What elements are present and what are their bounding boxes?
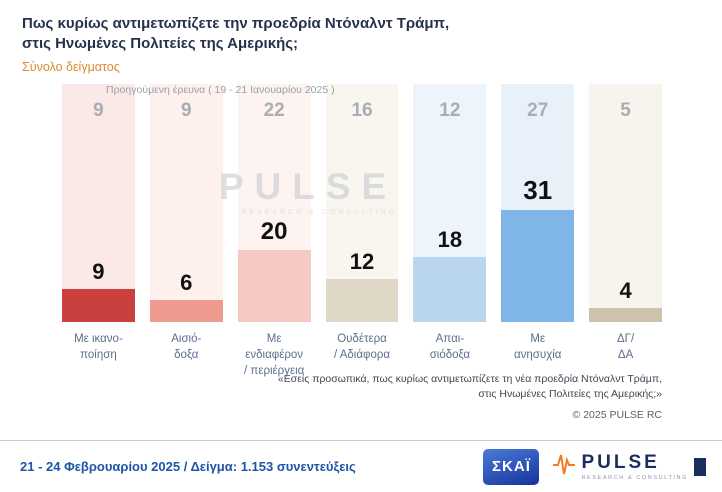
pulse-logo: PULSE RESEARCH & CONSULTING — [553, 451, 706, 482]
chart-column: 16 12 Ουδέτερα / Αδιάφορα — [325, 83, 399, 379]
column-background: 9 6 — [149, 83, 223, 322]
column-background: 16 12 — [325, 83, 399, 322]
chart-title: Πως κυρίως αντιμετωπίζετε την προεδρία Ν… — [22, 15, 450, 53]
footnote-line2: στις Ηνωμένες Πολιτείες της Αμερικής;» — [478, 388, 662, 401]
pulse-logo-caption: RESEARCH & CONSULTING — [581, 474, 688, 481]
column-background: 22 20 — [237, 83, 311, 322]
bar — [413, 256, 487, 322]
pulse-logo-block — [694, 457, 706, 476]
bar — [589, 307, 663, 322]
spacer — [0, 421, 722, 440]
category-label: Με ενδιαφέρον / περιέργεια — [244, 332, 305, 377]
column-background: 9 9 — [62, 83, 135, 322]
column-background: 5 4 — [589, 83, 663, 322]
pulse-waveform-icon — [553, 451, 576, 482]
category-label: ΔΓ/ ΔΑ — [616, 332, 635, 361]
category-label: Ουδέτερα / Αδιάφορα — [333, 332, 391, 361]
footnote: «Εσείς προσωπικά, πως κυρίως αντιμετωπίζ… — [0, 372, 662, 422]
footer-bar: 21 - 24 Φεβρουαρίου 2025 / Δείγμα: 1.153… — [0, 440, 722, 492]
bar-chart: Προηγούμενη έρευνα ( 19 - 21 Ιανουαρίου … — [62, 83, 663, 377]
previous-value: 5 — [620, 99, 631, 121]
category-label: Απαι- σιόδοξα — [429, 332, 471, 361]
pulse-logo-text: PULSE — [581, 451, 660, 473]
previous-value: 9 — [93, 99, 104, 121]
chart-column: 22 20 Με ενδιαφέρον / περιέργεια — [237, 83, 311, 379]
pulse-logo-text-group: PULSE RESEARCH & CONSULTING — [581, 453, 688, 481]
bar — [501, 209, 575, 322]
previous-survey-label: Προηγούμενη έρευνα ( 19 - 21 Ιανουαρίου … — [106, 83, 335, 96]
footnote-line1: «Εσείς προσωπικά, πως κυρίως αντιμετωπίζ… — [277, 372, 662, 385]
previous-value: 27 — [527, 99, 549, 121]
bar — [149, 299, 223, 322]
chart-column: 12 18 Απαι- σιόδοξα — [413, 83, 487, 379]
current-value: 4 — [619, 277, 632, 303]
chart-column: 27 31 Με ανησυχία — [501, 83, 575, 379]
current-value: 12 — [349, 248, 375, 274]
category-label: Με ικανο- ποίηση — [74, 332, 123, 361]
current-value: 9 — [92, 258, 105, 284]
current-value: 31 — [523, 174, 553, 205]
previous-value: 9 — [181, 99, 192, 121]
current-value: 20 — [260, 217, 288, 245]
logos: ΣΚΑΪ PULSE RESEARCH & CONSULTING — [483, 448, 706, 485]
chart-column: 9 9 Με ικανο- ποίηση — [62, 83, 135, 379]
previous-value: 16 — [351, 99, 373, 121]
skai-logo: ΣΚΑΪ — [483, 448, 540, 485]
bar — [325, 278, 399, 322]
header: Πως κυρίως αντιμετωπίζετε την προεδρία Ν… — [0, 0, 722, 74]
category-label: Με ανησυχία — [514, 332, 562, 361]
column-background: 12 18 — [413, 83, 487, 322]
copyright: © 2025 PULSE RC — [572, 409, 662, 421]
previous-value: 22 — [263, 99, 285, 121]
chart-columns: 9 9 Με ικανο- ποίηση 9 6 Αισιό- δοξα 22 … — [62, 83, 663, 379]
fieldwork-text: 21 - 24 Φεβρουαρίου 2025 / Δείγμα: 1.153… — [20, 459, 356, 474]
chart-subtitle: Σύνολο δείγματος — [22, 59, 120, 74]
bar — [237, 249, 311, 322]
skai-logo-text: ΣΚΑΪ — [492, 458, 531, 475]
previous-value: 12 — [439, 99, 461, 121]
category-label: Αισιό- δοξα — [171, 332, 202, 361]
current-value: 18 — [437, 226, 463, 252]
chart-column: 9 6 Αισιό- δοξα — [149, 83, 223, 379]
column-background: 27 31 — [501, 83, 575, 322]
chart-column: 5 4 ΔΓ/ ΔΑ — [589, 83, 663, 379]
current-value: 6 — [180, 269, 193, 295]
bar — [62, 288, 135, 322]
